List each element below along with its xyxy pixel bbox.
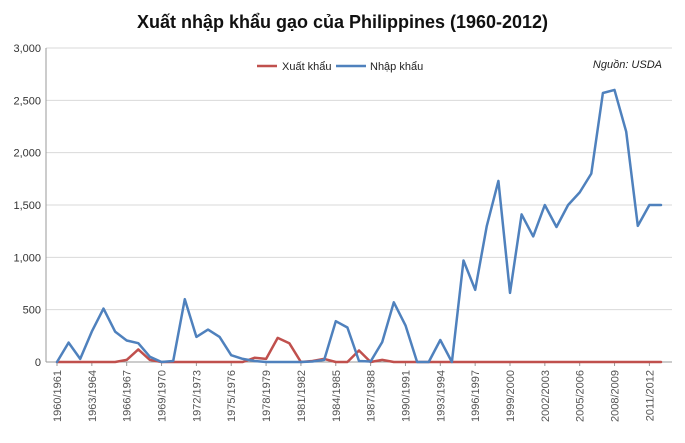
gridlines	[46, 47, 672, 363]
series-line-imports	[55, 88, 663, 364]
x-tick-label-10: 1990/1991	[400, 370, 412, 422]
legend: Xuất khẩu Nhập khẩu	[257, 61, 423, 73]
x-tick-label-4: 1972/1973	[191, 370, 203, 422]
y-tick-label-6: 3,000	[13, 43, 41, 55]
x-tick-label-1: 1963/1964	[87, 370, 99, 422]
y-tick-label-2: 1,000	[13, 252, 41, 264]
x-tick-label-8: 1984/1985	[331, 370, 343, 422]
x-tick-label-9: 1987/1988	[366, 370, 378, 422]
y-tick-label-4: 2,000	[13, 148, 41, 160]
x-tick-label-0: 1960/1961	[52, 370, 64, 422]
legend-label-exports: Xuất khẩu	[282, 61, 332, 73]
y-tick-label-0: 0	[35, 357, 41, 369]
y-tick-label-5: 2,500	[13, 95, 41, 107]
x-tick-label-16: 2008/2009	[610, 370, 622, 422]
x-tick-label-12: 1996/1997	[470, 370, 482, 422]
x-tick-label-7: 1981/1982	[296, 370, 308, 422]
chart-title: Xuất nhập khẩu gạo của Philippines (1960…	[136, 12, 549, 32]
x-axis: 1960/1961 1963/1964 1966/1967 1969/1970 1972…	[46, 361, 672, 422]
y-tick-label-1: 500	[23, 305, 41, 317]
x-tick-label-13: 1999/2000	[505, 370, 517, 422]
legend-label-imports: Nhập khẩu	[370, 61, 423, 73]
x-tick-label-5: 1975/1976	[226, 370, 238, 422]
x-tick-label-2: 1966/1967	[122, 370, 134, 422]
y-axis: 0 500 1,000 1,500 2,000 2,500 3,000	[13, 43, 47, 369]
y-tick-label-3: 1,500	[13, 200, 41, 212]
x-tick-label-14: 2002/2003	[540, 370, 552, 422]
x-tick-label-11: 1993/1994	[435, 370, 447, 422]
source-note: Nguồn: USDA	[593, 59, 662, 71]
x-tick-label-15: 2005/2006	[575, 370, 587, 422]
x-tick-label-6: 1978/1979	[261, 370, 273, 422]
series-lines	[55, 88, 663, 364]
x-tick-label-3: 1969/1970	[157, 370, 169, 422]
x-tick-label-17: 2011/2012	[644, 370, 656, 421]
